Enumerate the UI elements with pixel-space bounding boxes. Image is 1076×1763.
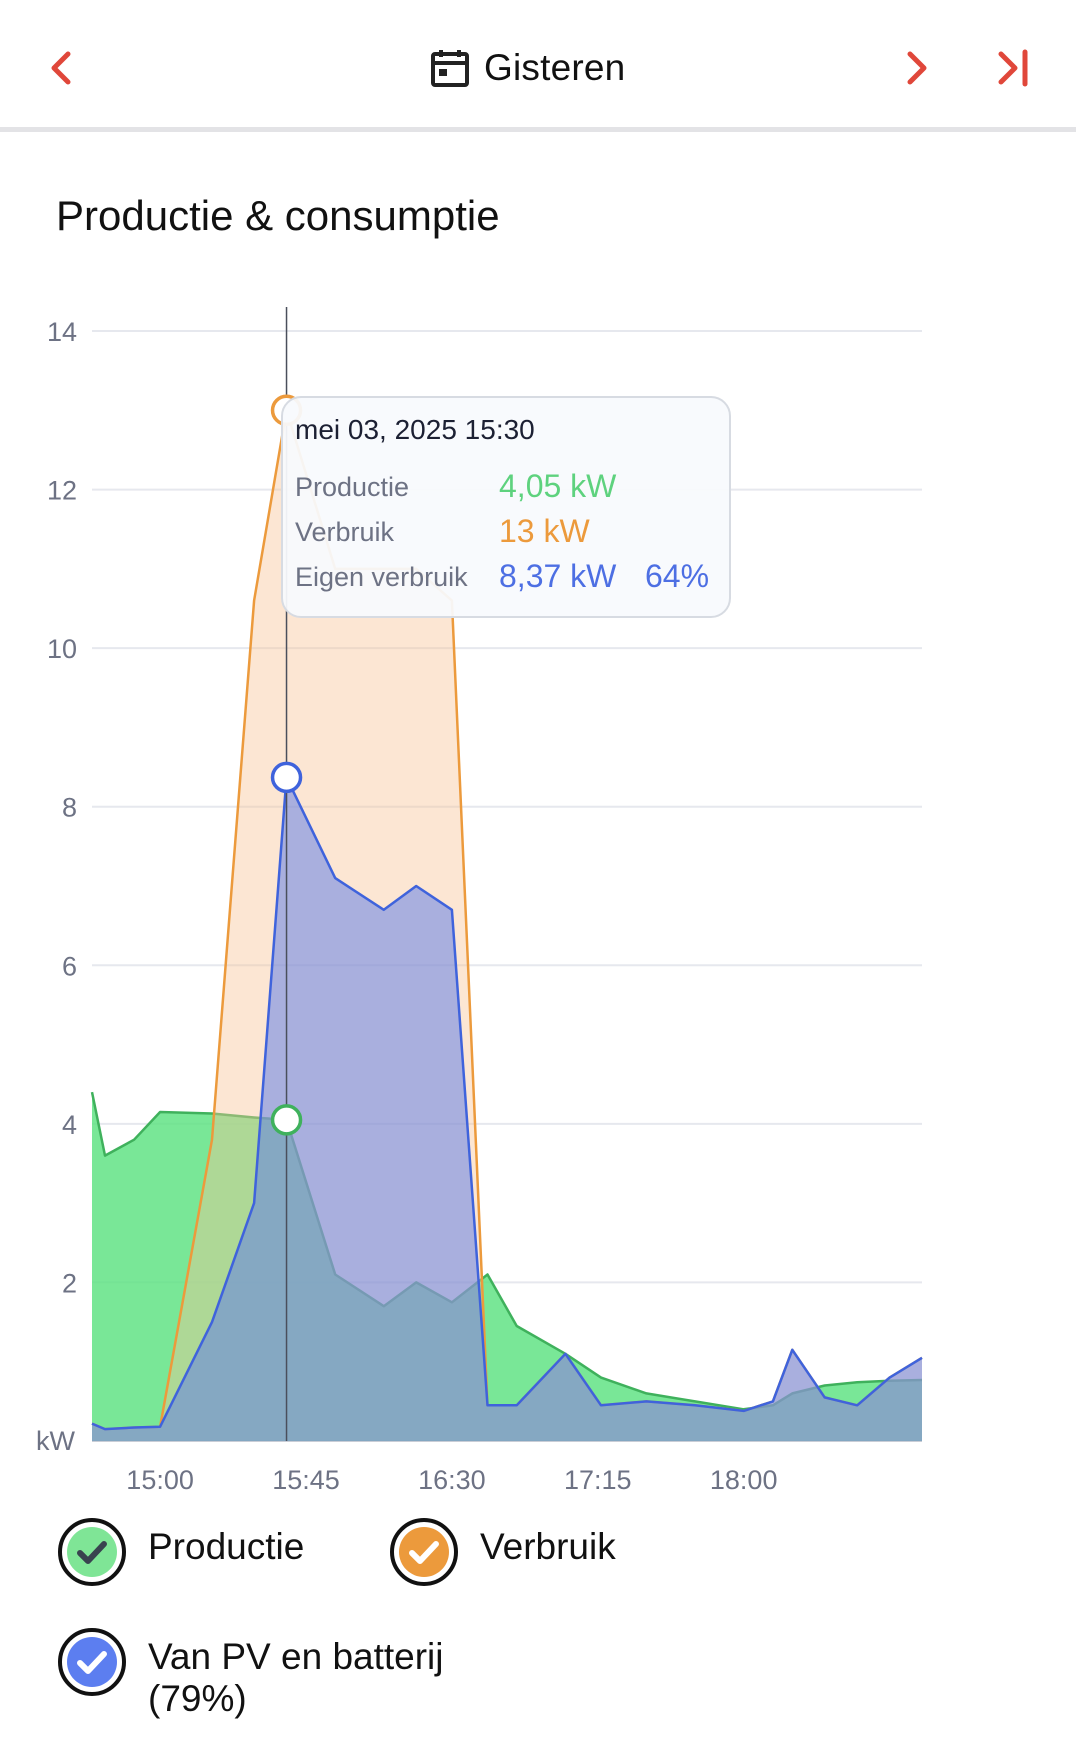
tooltip-datetime: mei 03, 2025 15:30 (295, 414, 535, 445)
x-tick-label: 16:30 (418, 1465, 486, 1490)
self-consumption-marker (270, 761, 303, 794)
y-tick-label: 14 (47, 317, 77, 347)
legend-item-production[interactable]: Productie (56, 1516, 304, 1588)
tooltip-label-production: Productie (295, 472, 410, 502)
tooltip-value-self-consumption: 8,37 kW (499, 558, 617, 594)
check-circle-blue-icon (58, 1628, 126, 1696)
date-title: Gisteren (484, 47, 626, 88)
x-tick-label: 15:45 (272, 1465, 340, 1490)
previous-day-button[interactable] (34, 40, 90, 96)
legend-label-self-consumption: Van PV en batterij (79%) (148, 1636, 444, 1719)
y-tick-label: 6 (62, 951, 77, 981)
check-circle-green-icon (58, 1518, 126, 1586)
legend-item-self-consumption[interactable]: Van PV en batterij (79%) (56, 1626, 488, 1720)
chart-tooltip: mei 03, 2025 15:30 Productie 4,05 kW Ver… (281, 396, 731, 618)
x-tick-label: 17:15 (564, 1465, 632, 1490)
tooltip-percentage: 64% (645, 558, 710, 594)
tooltip-value-production: 4,05 kW (499, 468, 617, 504)
tooltip-value-consumption: 13 kW (499, 513, 590, 549)
y-tick-label: 10 (47, 634, 77, 664)
chevron-right-icon (907, 51, 927, 85)
y-unit-label: kW (36, 1426, 76, 1456)
top-bar: Gisteren (0, 0, 1076, 132)
self-consumption-area (92, 777, 922, 1441)
production-consumption-chart[interactable]: 2 4 6 8 10 12 14 kW 15:00 15:45 16:30 17:15 18:00 (0, 290, 1076, 1490)
tooltip-label-consumption: Verbruik (295, 517, 395, 547)
x-tick-label: 15:00 (126, 1465, 194, 1490)
y-tick-label: 12 (47, 476, 77, 506)
production-marker (270, 1104, 303, 1136)
chevron-left-icon (51, 51, 71, 85)
check-circle-orange-icon (390, 1518, 458, 1586)
calendar-icon (431, 50, 469, 87)
y-tick-label: 4 (62, 1110, 77, 1140)
legend-label-production: Productie (148, 1526, 305, 1567)
skip-to-end-icon (998, 49, 1028, 87)
y-tick-label: 2 (62, 1268, 77, 1298)
y-tick-label: 8 (62, 793, 77, 823)
next-day-button[interactable] (888, 40, 944, 96)
section-title: Productie & consumptie (56, 192, 500, 239)
jump-to-today-button[interactable] (985, 40, 1041, 96)
tooltip-label-self-consumption: Eigen verbruik (295, 562, 468, 592)
x-tick-label: 18:00 (710, 1465, 778, 1490)
legend-label-consumption: Verbruik (480, 1526, 616, 1567)
date-selector[interactable]: Gisteren (430, 40, 625, 96)
legend-item-consumption[interactable]: Verbruik (388, 1516, 616, 1588)
self-consumption-line (91, 776, 923, 1431)
